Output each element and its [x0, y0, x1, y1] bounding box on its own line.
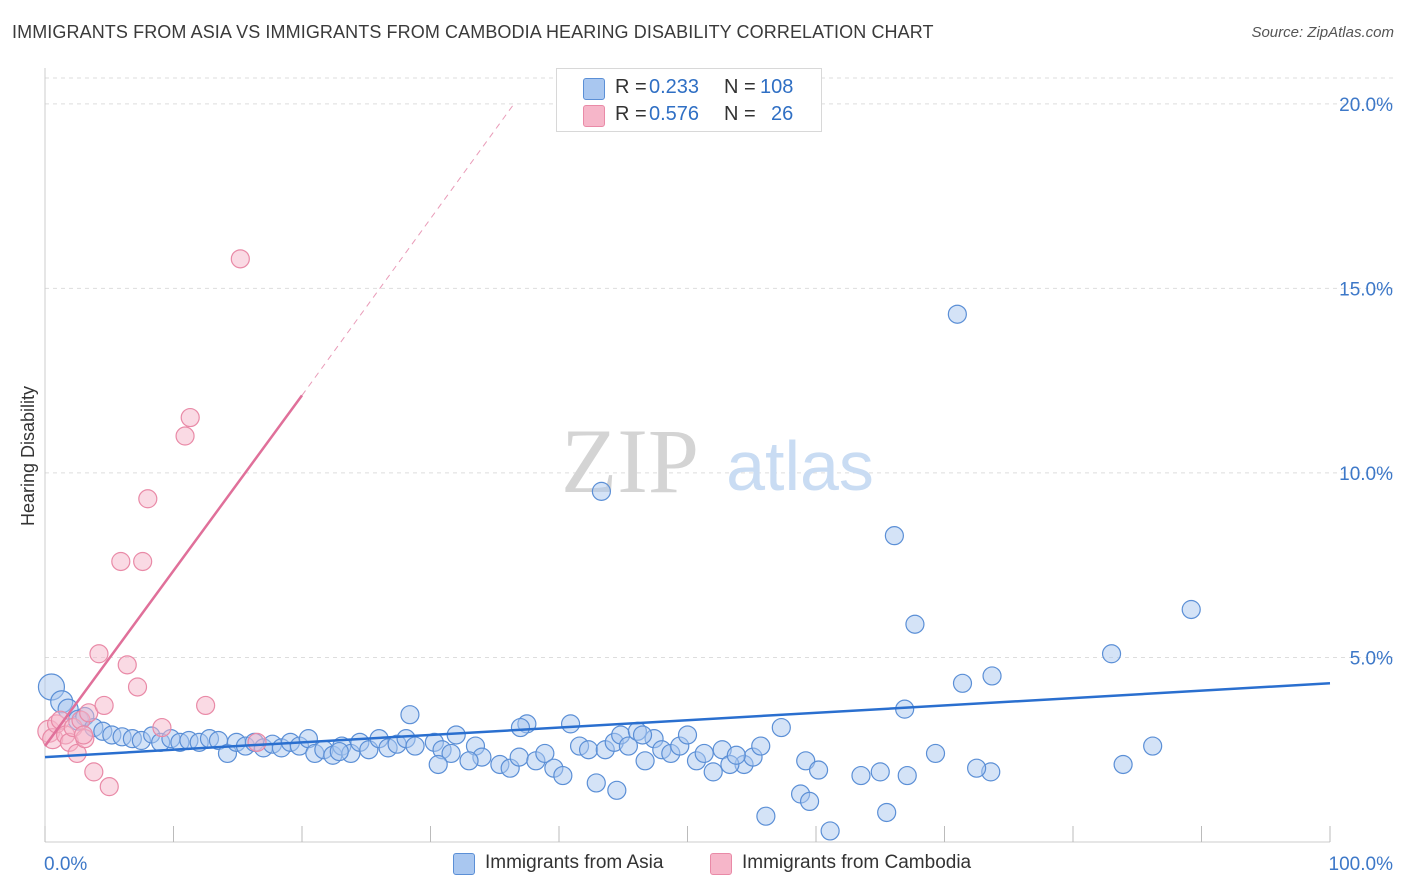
cambodia-point [73, 725, 94, 745]
cambodia-point [94, 695, 114, 716]
asia-point [925, 743, 946, 764]
cambodia-point [111, 551, 131, 572]
asia-point [607, 780, 627, 800]
asia-point [400, 705, 420, 725]
asia-point [535, 743, 555, 764]
cambodia-point [117, 655, 137, 675]
watermark: ZIP atlas [561, 410, 874, 512]
asia-point [982, 666, 1002, 686]
asia-point [635, 751, 655, 771]
source-label: Source: ZipAtlas.com [1251, 24, 1394, 41]
y-axis-label: Hearing Disability [18, 386, 38, 526]
cambodia-point [152, 717, 172, 738]
asia-point [441, 743, 461, 764]
legend-n-label: N = [724, 76, 756, 98]
asia-point [905, 614, 925, 634]
asia-point [578, 740, 599, 760]
asia-point [967, 758, 987, 778]
legend: R = 0.233 N = 108 R = 0.576 N = 26 [556, 68, 822, 132]
asia-point [677, 725, 698, 745]
series-asia-points [37, 304, 1201, 841]
cambodia-point [133, 551, 153, 572]
asia-point [510, 717, 531, 738]
cambodia-point [175, 426, 195, 446]
cambodia-point [79, 703, 99, 723]
legend-r-value: 0.233 [649, 76, 700, 98]
axes [44, 68, 1331, 843]
x-tick-label: 100.0% [1329, 854, 1394, 875]
asia-point [509, 747, 529, 767]
asia-point [751, 736, 771, 756]
bottom-legend-swatch-asia [453, 853, 475, 875]
cambodia-point [196, 695, 216, 716]
asia-point [1113, 754, 1133, 775]
asia-point [851, 765, 871, 786]
cambodia-point [127, 677, 148, 697]
asia-point [329, 741, 349, 762]
watermark-atlas: atlas [726, 427, 874, 505]
legend-r-label: R = [615, 103, 647, 125]
bottom-legend-swatch-cambodia [710, 853, 732, 875]
y-tick-label: 5.0% [1350, 648, 1393, 669]
cambodia-trendline [43, 394, 304, 747]
y-tick-label: 15.0% [1339, 279, 1393, 300]
cambodia-point [138, 489, 158, 509]
asia-point [618, 736, 638, 756]
legend-swatch-cambodia [583, 105, 605, 127]
asia-trendline [44, 682, 1331, 759]
watermark-zip: ZIP [561, 410, 699, 512]
tick-labels: 5.0% 10.0% 15.0% 20.0% 0.0% 100.0% [44, 95, 1393, 875]
y-tick-label: 20.0% [1339, 95, 1393, 116]
asia-point [1181, 599, 1201, 620]
legend-r-value: 0.576 [649, 103, 700, 125]
asia-point [632, 725, 653, 745]
asia-point [884, 526, 904, 546]
asia-point [877, 802, 897, 823]
cambodia-point [89, 644, 109, 664]
asia-point [897, 765, 917, 786]
asia-point [771, 717, 791, 738]
asia-point [1101, 644, 1122, 664]
cambodia-point [99, 777, 119, 797]
gridlines [45, 77, 1395, 658]
asia-point [703, 762, 723, 782]
legend-r-label: R = [615, 76, 647, 98]
bottom-legend-label-cambodia: Immigrants from Cambodia [742, 852, 972, 873]
asia-point [808, 760, 829, 780]
legend-swatch-asia [583, 78, 605, 100]
trendlines [43, 103, 1331, 759]
cambodia-point [230, 249, 250, 269]
legend-n-value: 108 [760, 76, 794, 98]
legend-n-value: 26 [771, 103, 794, 125]
asia-point [799, 791, 820, 812]
cambodia-point [180, 407, 200, 428]
bottom-legend-label-asia: Immigrants from Asia [485, 852, 664, 873]
cambodia-point [247, 732, 267, 752]
legend-n-label: N = [724, 103, 756, 125]
asia-point [726, 745, 746, 765]
cambodia-point [67, 743, 87, 764]
cambodia-trendline-extension [301, 103, 515, 396]
asia-point [428, 754, 448, 775]
x-tick-label: 0.0% [44, 854, 87, 875]
asia-point [947, 304, 967, 324]
asia-point [560, 714, 581, 734]
asia-point [694, 743, 714, 764]
asia-point [405, 736, 425, 756]
asia-point [586, 773, 606, 793]
asia-point [553, 765, 573, 786]
cambodia-point [84, 762, 104, 782]
asia-point [952, 673, 973, 693]
asia-point [459, 751, 479, 771]
asia-point [820, 821, 840, 841]
asia-point [1143, 736, 1163, 756]
asia-point [591, 481, 612, 501]
asia-point [756, 806, 776, 826]
asia-point [870, 762, 890, 782]
y-tick-label: 10.0% [1339, 464, 1393, 485]
chart-title: IMMIGRANTS FROM ASIA VS IMMIGRANTS FROM … [12, 22, 934, 42]
series-cambodia-points [37, 249, 267, 797]
